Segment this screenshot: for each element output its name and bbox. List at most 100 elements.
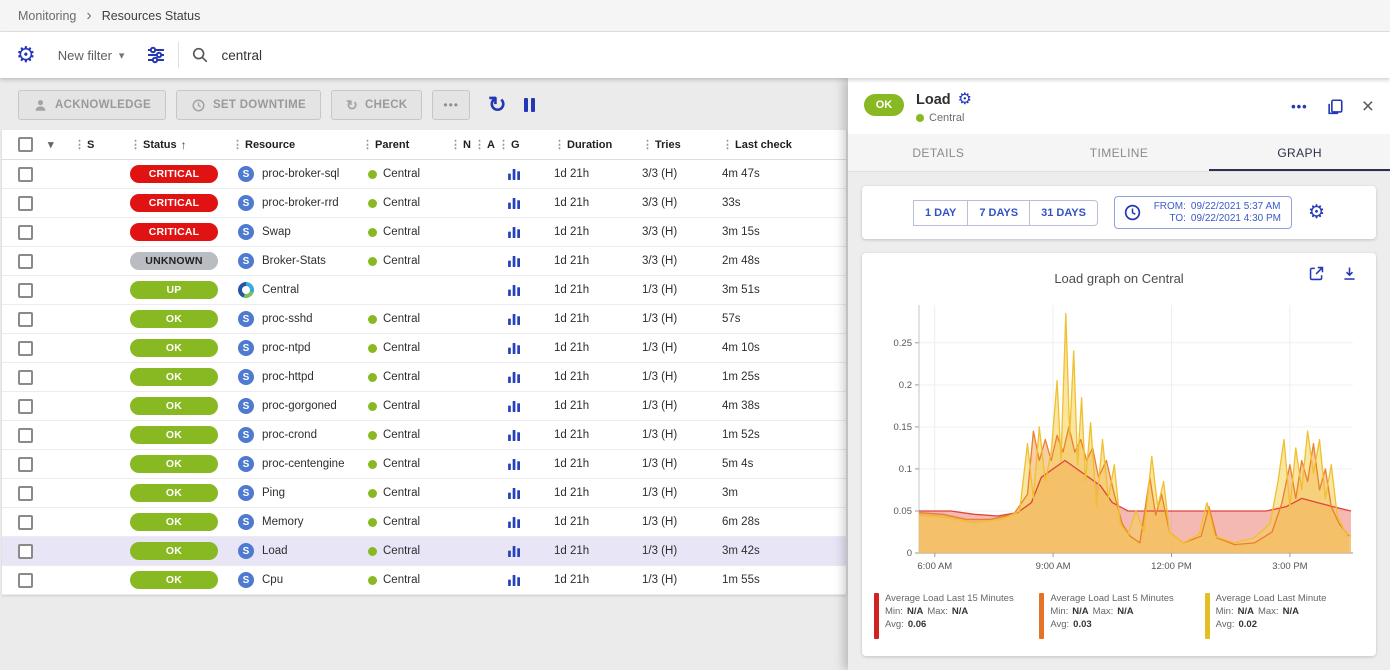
parent-name[interactable]: Central: [383, 458, 421, 470]
column-header-status[interactable]: Status: [143, 138, 177, 151]
row-checkbox[interactable]: [17, 427, 33, 443]
graph-settings-gear-icon[interactable]: ⚙: [1308, 202, 1326, 223]
panel-more-icon[interactable]: •••: [1291, 99, 1308, 114]
pause-icon[interactable]: [522, 96, 537, 114]
row-checkbox[interactable]: [17, 195, 33, 211]
graph-chart-icon[interactable]: [498, 226, 540, 238]
row-checkbox[interactable]: [17, 543, 33, 559]
graph-chart-icon[interactable]: [498, 342, 540, 354]
row-checkbox[interactable]: [17, 253, 33, 269]
table-row[interactable]: OK S proc-centengine Central: [2, 450, 846, 479]
resource-name[interactable]: proc-broker-rrd: [262, 197, 339, 209]
column-header-last-check[interactable]: Last check: [735, 138, 792, 151]
resource-name[interactable]: Memory: [262, 516, 304, 528]
panel-tab[interactable]: GRAPH: [1209, 134, 1390, 171]
column-header-resource[interactable]: Resource: [245, 138, 296, 151]
acknowledge-button[interactable]: ACKNOWLEDGE: [18, 90, 166, 120]
table-row[interactable]: OK S proc-httpd Central: [2, 363, 846, 392]
column-drag-icon[interactable]: ⋮: [722, 139, 733, 151]
legend-item[interactable]: Average Load Last 15 Minutes Min: N/A Max:…: [874, 593, 1033, 639]
graph-chart-icon[interactable]: [498, 371, 540, 383]
column-header-notification[interactable]: N: [463, 138, 471, 151]
set-downtime-button[interactable]: SET DOWNTIME: [175, 90, 321, 120]
resource-name[interactable]: Load: [262, 545, 288, 557]
row-checkbox[interactable]: [17, 369, 33, 385]
close-icon[interactable]: ×: [1361, 95, 1374, 118]
refresh-icon[interactable]: ↻: [488, 92, 507, 117]
download-icon[interactable]: [1341, 265, 1358, 282]
select-all-checkbox[interactable]: [17, 137, 33, 152]
row-checkbox[interactable]: [17, 514, 33, 530]
breadcrumb-page[interactable]: Resources Status: [101, 8, 201, 23]
table-row[interactable]: UNKNOWN S Broker-Stats Central: [2, 247, 846, 276]
resource-name[interactable]: Ping: [262, 487, 286, 499]
row-checkbox[interactable]: [17, 311, 33, 327]
from-to-picker[interactable]: FROM: 09/22/2021 5:37 AM TO: 09/22/2021 4:…: [1113, 196, 1292, 229]
load-graph[interactable]: 0 0.05 0.1 0.15 0.2 0.25 6:00 AM 9:00 AM 12:00 P…: [870, 291, 1368, 591]
graph-chart-icon[interactable]: [498, 429, 540, 441]
table-row[interactable]: OK S proc-gorgoned Central: [2, 392, 846, 421]
column-drag-icon[interactable]: ⋮: [474, 139, 485, 151]
table-row[interactable]: OK S Ping Central: [2, 479, 846, 508]
graph-chart-icon[interactable]: [498, 516, 540, 528]
graph-chart-icon[interactable]: [498, 168, 540, 180]
column-drag-icon[interactable]: ⋮: [362, 139, 373, 151]
graph-chart-icon[interactable]: [498, 255, 540, 267]
column-drag-icon[interactable]: ⋮: [232, 139, 243, 151]
resource-settings-gear-icon[interactable]: ⚙: [957, 91, 972, 108]
copy-link-icon[interactable]: [1326, 98, 1344, 116]
column-header-ack[interactable]: A: [487, 138, 495, 151]
resource-name[interactable]: Broker-Stats: [262, 255, 326, 267]
resource-name[interactable]: Swap: [262, 226, 291, 238]
parent-name[interactable]: Central: [383, 168, 421, 180]
check-button[interactable]: ↻ CHECK: [330, 90, 423, 120]
graph-chart-icon[interactable]: [498, 545, 540, 557]
resource-name[interactable]: Cpu: [262, 574, 284, 586]
table-row[interactable]: CRITICAL S proc-broker-rrd Central: [2, 189, 846, 218]
column-header-graph[interactable]: G: [511, 138, 520, 151]
column-header-parent[interactable]: Parent: [375, 138, 410, 151]
time-range-button[interactable]: 1 DAY: [912, 199, 969, 226]
table-row[interactable]: OK S Load Central: [2, 537, 846, 566]
graph-chart-icon[interactable]: [498, 313, 540, 325]
row-checkbox[interactable]: [17, 282, 33, 298]
parent-name[interactable]: Central: [383, 313, 421, 325]
graph-chart-icon[interactable]: [498, 574, 540, 586]
legend-item[interactable]: Average Load Last 5 Minutes Min: N/A Max: N…: [1039, 593, 1198, 639]
column-header-severity[interactable]: S: [87, 138, 95, 151]
time-range-button[interactable]: 7 DAYS: [968, 199, 1031, 226]
resource-name[interactable]: proc-centengine: [262, 458, 345, 470]
new-filter-button[interactable]: New filter ▾: [48, 42, 135, 69]
column-drag-icon[interactable]: ⋮: [498, 139, 509, 151]
graph-chart-icon[interactable]: [498, 458, 540, 470]
table-row[interactable]: UP Central: [2, 276, 846, 305]
parent-name[interactable]: Central: [383, 197, 421, 209]
parent-name[interactable]: Central: [383, 487, 421, 499]
parent-name[interactable]: Central: [383, 545, 421, 557]
table-row[interactable]: OK S proc-ntpd Central: [2, 334, 846, 363]
select-dropdown-icon[interactable]: ▾: [48, 139, 54, 151]
table-row[interactable]: OK S proc-crond Central: [2, 421, 846, 450]
open-in-new-icon[interactable]: [1308, 265, 1325, 282]
row-checkbox[interactable]: [17, 572, 33, 588]
table-row[interactable]: OK S Cpu Central: [2, 566, 846, 595]
column-drag-icon[interactable]: ⋮: [642, 139, 653, 151]
parent-name[interactable]: Central: [383, 400, 421, 412]
table-row[interactable]: OK S proc-sshd Central: [2, 305, 846, 334]
resource-name[interactable]: proc-ntpd: [262, 342, 311, 354]
graph-chart-icon[interactable]: [498, 197, 540, 209]
panel-tab[interactable]: TIMELINE: [1089, 146, 1149, 160]
time-range-button[interactable]: 31 DAYS: [1030, 199, 1098, 226]
parent-name[interactable]: Central: [383, 429, 421, 441]
filter-settings-gear-icon[interactable]: ⚙: [16, 42, 36, 67]
parent-name[interactable]: Central: [383, 342, 421, 354]
parent-name[interactable]: Central: [383, 226, 421, 238]
table-row[interactable]: CRITICAL S Swap Central: [2, 218, 846, 247]
tune-filters-icon[interactable]: [146, 45, 166, 65]
row-checkbox[interactable]: [17, 224, 33, 240]
row-checkbox[interactable]: [17, 485, 33, 501]
resource-name[interactable]: proc-crond: [262, 429, 317, 441]
column-header-tries[interactable]: Tries: [655, 138, 681, 151]
graph-chart-icon[interactable]: [498, 284, 540, 296]
more-actions-button[interactable]: •••: [432, 90, 471, 120]
